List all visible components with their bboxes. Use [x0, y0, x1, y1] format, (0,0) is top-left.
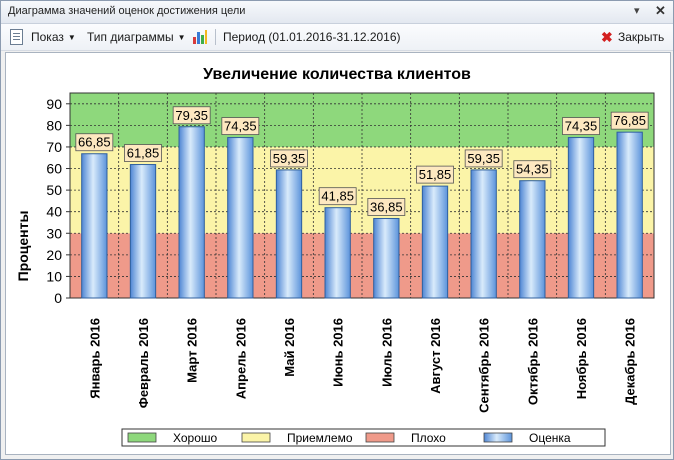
plot-frame: [69, 92, 655, 299]
x-tick-label: Декабрь 2016: [623, 318, 638, 405]
x-tick-label: Июль 2016: [379, 318, 394, 387]
plot-area: 0 10 20 30 40 50 60 70 80 90 66,85 Январь 2016 61,85…: [46, 92, 655, 413]
data-label: 74,35: [224, 119, 257, 134]
bar-12: [616, 131, 643, 299]
bar-7: [373, 217, 400, 299]
data-label-box: [221, 117, 260, 135]
x-tick-label: Февраль 2016: [136, 318, 151, 408]
data-label: 61,85: [127, 146, 160, 161]
bar-5: [275, 169, 303, 299]
y-tick-label: 0: [54, 290, 62, 306]
legend-swatch: [127, 432, 157, 443]
data-label: 59,35: [467, 151, 500, 166]
chevron-down-icon: ▼: [177, 33, 186, 42]
legend: Хорошо Приемлемо Плохо Оценка: [121, 428, 606, 447]
y-axis-label: Проценты: [15, 211, 31, 282]
data-label: 76,85: [613, 113, 646, 128]
data-label: 59,35: [273, 151, 306, 166]
x-tick-label: Май 2016: [282, 318, 297, 377]
toolbar-separator: [215, 29, 216, 45]
data-label: 74,35: [565, 119, 598, 134]
legend-swatch: [241, 432, 271, 443]
data-label-box: [562, 117, 600, 135]
y-tick-label: 40: [46, 204, 62, 220]
legend-label: Оценка: [529, 431, 571, 445]
y-tick-label: 30: [46, 225, 62, 241]
data-label-box: [172, 106, 211, 125]
bar-1: [81, 153, 108, 299]
legend-swatch: [365, 432, 395, 443]
bar-6: [324, 207, 351, 299]
bar-chart: Увеличение количества клиентов Проценты …: [15, 66, 655, 447]
y-tick-label: 50: [46, 182, 62, 198]
data-label-box: [464, 149, 503, 168]
data-label-box: [367, 198, 406, 216]
x-tick-label: Январь 2016: [87, 318, 102, 399]
window-title: Диаграмма значений оценок достижения цел…: [8, 5, 246, 17]
data-label: 66,85: [78, 135, 111, 150]
bar-3: [178, 126, 205, 299]
data-label: 41,85: [321, 189, 354, 204]
chart-title: Увеличение количества клиентов: [203, 66, 471, 83]
chart-type-menu-button[interactable]: Тип диаграммы ▼: [87, 30, 186, 44]
title-bar: Диаграмма значений оценок достижения цел…: [1, 1, 673, 24]
show-icon: [10, 29, 23, 45]
data-label: 36,85: [370, 199, 403, 214]
window-close-icon[interactable]: ✕: [655, 3, 666, 18]
legend-label: Плохо: [411, 431, 446, 445]
bar-4: [227, 137, 254, 299]
close-x-icon[interactable]: ✖: [601, 29, 613, 45]
legend-label: Хорошо: [173, 431, 218, 445]
bar-2: [129, 164, 157, 299]
x-tick-label: Октябрь 2016: [525, 318, 540, 405]
legend-label: Приемлемо: [287, 431, 353, 445]
toolbar: Показ ▼ Тип диаграммы ▼ Период (01.01.2016…: [1, 24, 673, 51]
y-tick-label: 90: [46, 96, 62, 112]
x-tick-label: Март 2016: [185, 318, 200, 383]
close-button[interactable]: Закрыть: [618, 30, 665, 44]
period-button[interactable]: Период (01.01.2016-31.12.2016): [223, 30, 401, 44]
y-tick-label: 80: [46, 117, 62, 133]
bar-11: [567, 137, 595, 299]
x-tick-label: Ноябрь 2016: [574, 318, 589, 399]
x-tick-label: Август 2016: [428, 318, 443, 394]
data-label: 79,35: [175, 108, 208, 123]
show-menu-button[interactable]: Показ ▼: [31, 30, 76, 44]
chart-panel: Увеличение количества клиентов Проценты …: [5, 52, 671, 455]
data-label-box: [270, 149, 308, 168]
show-menu-label: Показ: [31, 30, 64, 44]
y-tick-label: 70: [46, 139, 62, 155]
bar-10: [519, 180, 546, 299]
y-tick-label: 60: [46, 161, 62, 177]
x-tick-label: Июнь 2016: [331, 318, 346, 387]
pin-icon[interactable]: ▾: [634, 5, 640, 17]
data-label-box: [124, 144, 162, 162]
bar-8: [421, 185, 449, 299]
x-tick-label: Апрель 2016: [233, 318, 248, 399]
data-label: 54,35: [516, 162, 549, 177]
data-label-box: [513, 160, 552, 179]
data-label: 51,85: [419, 167, 452, 182]
y-tick-label: 10: [46, 268, 62, 284]
y-tick-label: 20: [46, 247, 62, 263]
data-label-box: [75, 133, 114, 152]
data-label-box: [318, 187, 357, 206]
chevron-down-icon: ▼: [67, 33, 76, 42]
chart-icon[interactable]: [192, 29, 208, 45]
legend-swatch: [483, 432, 513, 443]
x-tick-label: Сентябрь 2016: [477, 318, 492, 413]
bar-9: [470, 169, 497, 299]
data-label-box: [610, 111, 649, 130]
chart-type-label: Тип диаграммы: [87, 30, 174, 44]
data-label-box: [416, 165, 454, 184]
